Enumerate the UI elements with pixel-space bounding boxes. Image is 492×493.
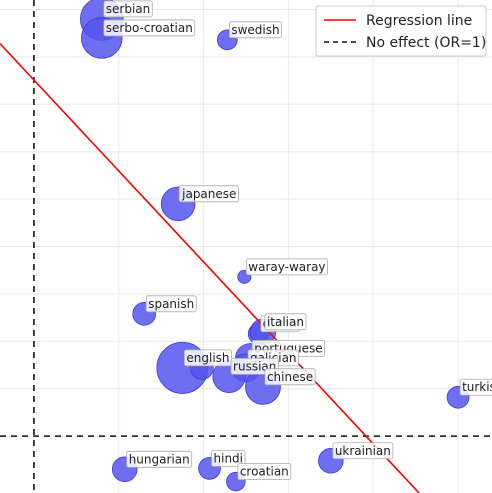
label-text: croatian: [240, 465, 289, 479]
label-box: [245, 258, 328, 276]
label-text: japanese: [181, 187, 236, 201]
label-text: swedish: [231, 23, 279, 37]
label-box: [228, 21, 283, 39]
label-text: chinese: [267, 370, 313, 384]
legend-regression-label: Regression line: [366, 13, 472, 29]
regression-line: [0, 43, 420, 493]
label-box: [264, 313, 307, 331]
label-text: waray-waray: [248, 260, 325, 274]
label-box: [459, 378, 492, 396]
point-label-italian: italian: [264, 313, 307, 331]
point-label-hungarian: hungarian: [126, 450, 193, 468]
point-label-swedish: swedish: [228, 21, 283, 39]
label-box: [211, 449, 246, 467]
label-text: serbo-croatian: [106, 21, 193, 35]
label-box: [183, 349, 232, 367]
point-label-chinese: chinese: [264, 368, 316, 386]
point-label-croatian: croatian: [237, 463, 292, 481]
point-label-japanese: japanese: [178, 185, 239, 203]
label-text: hindi: [214, 451, 244, 465]
label-text: ukrainian: [335, 444, 391, 458]
label-box: [145, 295, 197, 313]
label-box: [103, 19, 196, 37]
point-label-ukrainian: ukrainian: [332, 442, 394, 460]
legend: Regression line No effect (OR=1): [315, 5, 487, 57]
label-text: italian: [267, 315, 304, 329]
label-text: turkish: [462, 380, 492, 394]
point-label-waray-waray: waray-waray: [245, 258, 328, 276]
label-box: [264, 368, 316, 386]
label-box: [103, 0, 153, 18]
label-text: english: [186, 351, 229, 365]
legend-no-effect-label: No effect (OR=1): [366, 35, 486, 51]
label-box: [178, 185, 239, 203]
point-label-spanish: spanish: [145, 295, 197, 313]
legend-box: [315, 5, 487, 57]
point-label-english: english: [183, 349, 232, 367]
label-text: hungarian: [129, 452, 190, 466]
data-points: [80, 0, 470, 492]
point-labels: serbian serbo-croatian swedish japanese wara…: [103, 0, 492, 481]
point-label-serbian: serbian: [103, 0, 153, 18]
label-box: [237, 463, 292, 481]
point-label-turkish: turkish: [459, 378, 492, 396]
point-label-serbo-croatian: serbo-croatian: [103, 19, 196, 37]
label-text: spanish: [148, 297, 194, 311]
label-box: [332, 442, 394, 460]
regression-line-layer: [0, 43, 420, 493]
point-label-hindi: hindi: [211, 449, 246, 467]
label-text: serbian: [106, 2, 150, 16]
label-box: [126, 450, 193, 468]
